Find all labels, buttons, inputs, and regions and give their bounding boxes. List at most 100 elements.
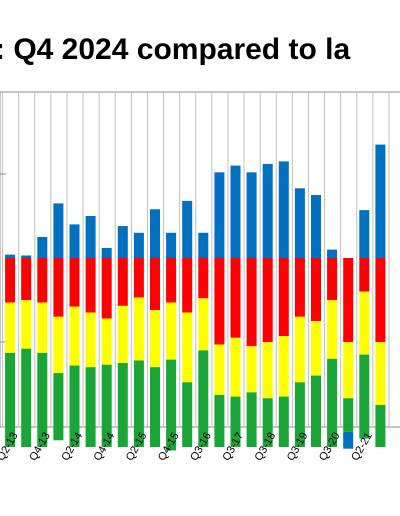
bar-segment-red (278, 258, 289, 337)
bar-segment-yellow (117, 305, 128, 363)
bar-segment-green (133, 360, 144, 447)
bar-segment-blue (294, 188, 305, 258)
bar-segment-red (343, 258, 354, 342)
bar-segment-blue (375, 144, 386, 258)
bar-segment-green (69, 365, 80, 447)
bar-segment-blue (214, 172, 225, 258)
bar-segment-yellow (69, 306, 80, 366)
bar-segment-red (214, 258, 225, 345)
bar-segment-yellow (230, 337, 241, 397)
x-tick-label: Q2-13 (0, 431, 21, 463)
bar-segment-green (198, 350, 209, 447)
bar-segment-yellow (133, 297, 144, 361)
bar-segment-green (37, 352, 48, 447)
bar-segment-blue (133, 232, 144, 258)
bar-segment-yellow (5, 302, 16, 353)
bar-segment-yellow (278, 336, 289, 397)
bar-segment-blue (21, 255, 32, 258)
bar-segment-blue (5, 254, 16, 258)
bar-segment-yellow (294, 316, 305, 383)
bar-segment-yellow (311, 321, 321, 376)
bar-segment-green (294, 382, 305, 447)
bar-segment-blue (311, 195, 321, 258)
bar-segment-blue (150, 209, 160, 258)
bar-segment-blue (343, 431, 354, 449)
bar-segment-blue (37, 237, 48, 258)
bar-segment-green (53, 373, 64, 441)
bar-segment-green (246, 392, 257, 447)
bar-segment-green (278, 396, 289, 447)
bar-segment-red (5, 258, 16, 303)
bar-segment-red (85, 258, 96, 313)
bar-segment-red (101, 258, 112, 319)
bar-segment-yellow (37, 302, 48, 353)
bar-segment-red (53, 258, 64, 317)
bar-segment-red (182, 258, 193, 313)
bar-segment-yellow (214, 344, 225, 395)
bar-segment-blue (53, 203, 64, 258)
bar-segment-yellow (359, 291, 370, 355)
bar-segment-yellow (21, 300, 32, 349)
bar-segment-red (311, 258, 321, 321)
bar-segment-yellow (150, 310, 160, 368)
bar-segment-green (343, 398, 354, 432)
bar-segment-red (198, 258, 209, 299)
bar-segment-red (230, 258, 241, 338)
bar-segment-red (117, 258, 128, 306)
bar-segment-yellow (53, 316, 64, 374)
bar-segment-blue (69, 224, 80, 258)
bar-segment-red (133, 258, 144, 298)
bar-segment-blue (101, 247, 112, 258)
bar-segment-red (375, 258, 386, 342)
bar-segment-green (85, 367, 96, 447)
bar-segment-red (262, 258, 273, 342)
bar-segment-green (21, 348, 32, 447)
bar-segment-yellow (375, 342, 386, 405)
bar-segment-green (262, 398, 273, 447)
bar-segment-blue (278, 161, 289, 258)
bar-segment-yellow (182, 312, 193, 383)
bar-segment-green (375, 405, 386, 447)
bar-segment-blue (166, 232, 177, 258)
bar-segment-green (311, 375, 321, 447)
bar-segment-green (359, 354, 370, 439)
bar-segment-yellow (327, 300, 338, 359)
bar-segment-green (101, 364, 112, 447)
bar-segment-green (150, 367, 160, 447)
bar-segment-blue (327, 249, 338, 258)
bar-segment-green (327, 358, 338, 447)
bar-segment-green (5, 352, 16, 447)
bar-segment-yellow (246, 346, 257, 393)
bar-segment-red (294, 258, 305, 317)
bar-segment-red (37, 258, 48, 303)
bar-segment-blue (182, 200, 193, 258)
bar-segment-red (359, 258, 370, 292)
bar-segment-red (21, 258, 32, 300)
chart-title: : Q4 2024 compared to la (0, 26, 400, 74)
bar-segment-red (69, 258, 80, 307)
bar-segment-green (166, 359, 177, 451)
bar-segment-yellow (343, 342, 354, 399)
x-tick-label: 2 (0, 431, 3, 442)
bar-segment-green (182, 382, 193, 447)
bar-segment-blue (85, 216, 96, 258)
chart-title-text: : Q4 2024 compared to la (0, 33, 351, 66)
bar-segment-red (327, 258, 338, 300)
bar-segment-green (117, 363, 128, 447)
bar-segment-yellow (262, 342, 273, 399)
bar-segment-blue (359, 210, 370, 258)
bar-segment-yellow (166, 302, 177, 360)
bar-segment-blue (262, 163, 273, 258)
bar-segment-blue (117, 226, 128, 258)
bar-segment-red (166, 258, 177, 303)
bar-segment-green (230, 396, 241, 447)
bar-segment-blue (230, 165, 241, 258)
bar-segment-red (150, 258, 160, 311)
bar-segment-yellow (85, 312, 96, 368)
bar-segment-red (246, 258, 257, 347)
bar-segment-green (214, 394, 225, 447)
bar-segment-blue (198, 232, 209, 258)
bar-segment-blue (246, 172, 257, 258)
bar-segment-yellow (101, 318, 112, 365)
